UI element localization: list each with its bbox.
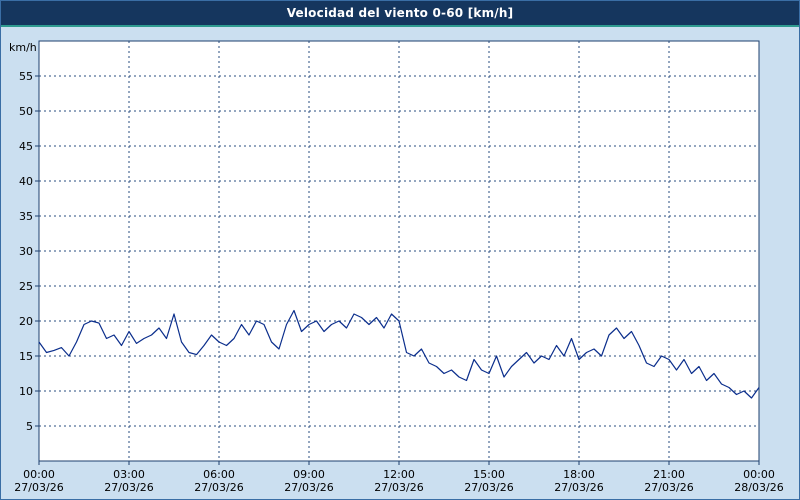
x-tick-date-label: 27/03/26 [644, 481, 693, 494]
x-tick-time-label: 00:00 [743, 468, 775, 481]
x-tick-time-label: 06:00 [203, 468, 235, 481]
x-tick-time-label: 18:00 [563, 468, 595, 481]
x-tick-date-label: 27/03/26 [374, 481, 423, 494]
y-tick-label: 35 [19, 210, 33, 223]
y-tick-label: 55 [19, 70, 33, 83]
chart-title-bar: Velocidad del viento 0-60 [km/h] [1, 1, 799, 27]
y-tick-label: 45 [19, 140, 33, 153]
x-tick-date-label: 27/03/26 [554, 481, 603, 494]
y-axis-unit-label: km/h [9, 41, 37, 54]
x-tick-date-label: 27/03/26 [464, 481, 513, 494]
wind-speed-line [38, 309, 760, 399]
x-tick-time-label: 09:00 [293, 468, 325, 481]
y-tick-label: 50 [19, 105, 33, 118]
plot-border [38, 40, 760, 462]
x-tick-time-label: 12:00 [383, 468, 415, 481]
y-tick-label: 30 [19, 245, 33, 258]
y-tick-label: 10 [19, 385, 33, 398]
x-tick-date-label: 27/03/26 [14, 481, 63, 494]
x-tick-time-label: 03:00 [113, 468, 145, 481]
x-tick-time-label: 21:00 [653, 468, 685, 481]
x-tick-date-label: 28/03/26 [734, 481, 783, 494]
x-tick-date-label: 27/03/26 [104, 481, 153, 494]
chart-title: Velocidad del viento 0-60 [km/h] [286, 6, 514, 20]
y-tick-label: 40 [19, 175, 33, 188]
x-tick-time-label: 15:00 [473, 468, 505, 481]
y-tick-label: 25 [19, 280, 33, 293]
wind-speed-chart: 51015202530354045505500:0027/03/2603:002… [9, 40, 784, 494]
x-tick-date-label: 27/03/26 [194, 481, 243, 494]
x-tick-time-label: 00:00 [23, 468, 55, 481]
y-tick-label: 5 [26, 420, 33, 433]
x-tick-date-label: 27/03/26 [284, 481, 333, 494]
y-tick-label: 15 [19, 350, 33, 363]
y-tick-label: 20 [19, 315, 33, 328]
